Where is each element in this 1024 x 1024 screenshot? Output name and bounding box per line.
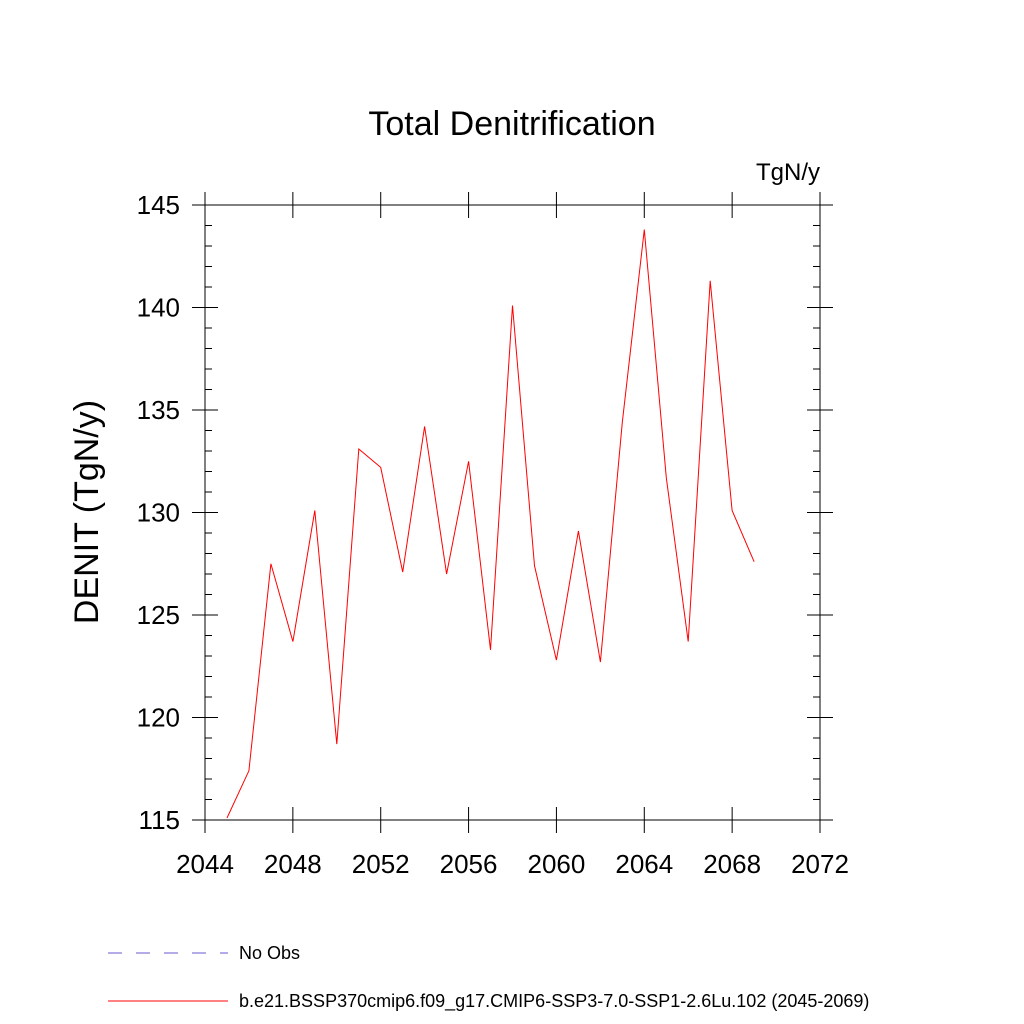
y-tick-label: 115 bbox=[139, 805, 180, 835]
plot-frame bbox=[204, 204, 821, 821]
y-tick-label: 120 bbox=[137, 703, 180, 733]
x-tick-label: 2068 bbox=[703, 849, 761, 879]
legend-label-no-obs: No Obs bbox=[239, 943, 300, 963]
x-tick-label: 2056 bbox=[440, 849, 498, 879]
y-axis-label: DENIT (TgN/y) bbox=[68, 400, 106, 624]
units-label: TgN/y bbox=[756, 159, 820, 186]
axis-ticks bbox=[192, 192, 833, 833]
x-tick-label: 2044 bbox=[176, 849, 234, 879]
y-tick-label: 135 bbox=[137, 395, 180, 425]
x-tick-label: 2072 bbox=[791, 849, 849, 879]
series-layer bbox=[226, 229, 755, 819]
x-tick-label: 2060 bbox=[528, 849, 586, 879]
x-tick-label: 2048 bbox=[264, 849, 322, 879]
y-tick-label: 145 bbox=[137, 190, 180, 220]
axis-tick-labels: 2044 2048 2052 2056 2060 2064 2068 2072 115 120 12… bbox=[137, 190, 849, 879]
series-line bbox=[226, 229, 755, 819]
x-tick-label: 2052 bbox=[352, 849, 410, 879]
x-tick-label: 2064 bbox=[615, 849, 673, 879]
legend: No Obs b.e21.BSSP370cmip6.f09_g17.CMIP6-… bbox=[108, 943, 869, 1012]
y-tick-label: 125 bbox=[137, 600, 180, 630]
legend-label-model-run: b.e21.BSSP370cmip6.f09_g17.CMIP6-SSP3-7.… bbox=[239, 991, 869, 1012]
chart-title: Total Denitrification bbox=[368, 105, 655, 143]
y-tick-label: 140 bbox=[137, 293, 180, 323]
y-tick-label: 130 bbox=[137, 498, 180, 528]
